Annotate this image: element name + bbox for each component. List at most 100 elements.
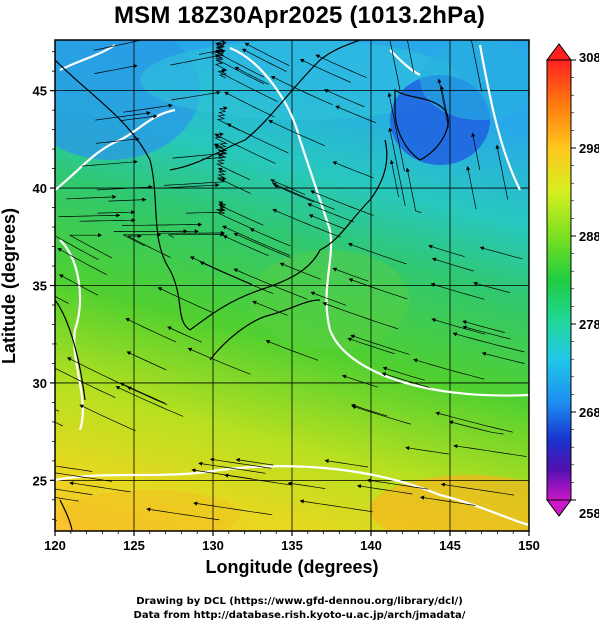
streamline <box>462 320 505 333</box>
streamline <box>272 182 335 210</box>
streamline <box>469 40 483 92</box>
colorbar-tick-label: 298 <box>579 141 599 156</box>
x-tick-label: 130 <box>202 538 224 553</box>
streamline <box>382 366 425 381</box>
streamline <box>452 332 525 353</box>
streamline <box>55 295 69 304</box>
y-tick-label: 40 <box>33 181 47 196</box>
streamline <box>473 281 510 293</box>
streamline <box>58 213 121 218</box>
colorbar-top-arrow <box>546 43 572 61</box>
streamline <box>388 127 406 206</box>
streamline <box>95 111 151 121</box>
streamline <box>431 257 475 272</box>
streamline <box>119 382 166 404</box>
streamline <box>134 40 143 42</box>
streamline <box>268 120 326 147</box>
streamline <box>252 300 288 316</box>
streamline <box>201 144 228 160</box>
streamline <box>249 228 291 247</box>
streamline <box>123 103 173 113</box>
streamline <box>108 197 147 202</box>
streamline <box>273 184 315 203</box>
streamline <box>356 484 413 495</box>
streamline <box>171 90 221 101</box>
streamline <box>389 159 399 198</box>
streamline <box>413 358 485 380</box>
streamline <box>168 232 225 238</box>
streamline <box>96 185 153 191</box>
streamline <box>68 233 113 259</box>
streamline <box>69 481 131 493</box>
streamline <box>55 342 57 345</box>
x-axis-ticks: 120 125 130 135 140 145 150 <box>44 531 540 553</box>
streamline <box>214 132 276 164</box>
streamline <box>387 92 405 172</box>
streamline <box>235 457 274 466</box>
streamline <box>270 75 333 106</box>
streamline <box>233 268 308 300</box>
x-tick-label: 150 <box>518 538 540 553</box>
streamline <box>241 48 287 72</box>
streamline <box>187 347 251 375</box>
streamline <box>323 89 365 108</box>
streamline <box>119 114 158 122</box>
streamline <box>406 40 415 73</box>
y-tick-label: 35 <box>33 279 47 294</box>
streamline <box>347 337 395 355</box>
streamline <box>218 204 252 229</box>
streamline <box>115 386 184 417</box>
streamline <box>55 519 57 521</box>
streamline <box>431 318 486 335</box>
streamline <box>350 334 410 355</box>
streamline <box>66 194 117 200</box>
streamline <box>308 214 345 230</box>
streamline <box>387 40 401 91</box>
streamline <box>332 161 374 179</box>
streamline <box>163 183 220 189</box>
y-tick-label: 30 <box>33 376 47 391</box>
streamline <box>222 225 291 256</box>
streamline <box>97 210 136 215</box>
streamline <box>164 176 227 186</box>
streamline <box>299 499 373 513</box>
streamline <box>435 411 513 433</box>
colorbar-tick-label: 288 <box>579 229 599 244</box>
streamline <box>366 478 429 490</box>
streamline <box>127 233 171 258</box>
streamline <box>405 446 449 455</box>
streamline <box>310 291 347 306</box>
streamline <box>299 58 351 83</box>
colorbar-tick-label: 278 <box>579 317 599 332</box>
streamline <box>272 208 341 238</box>
streamline <box>222 235 269 257</box>
streamline <box>81 159 138 167</box>
streamline <box>199 261 274 294</box>
coastlines <box>55 40 449 531</box>
streamline <box>198 461 266 474</box>
graticule <box>55 40 529 531</box>
streamline <box>185 207 225 214</box>
x-tick-label: 120 <box>44 538 66 553</box>
streamline <box>123 232 162 247</box>
streamline <box>224 91 275 118</box>
streamline <box>315 54 367 78</box>
y-axis-ticks: 25 30 35 40 45 <box>33 51 55 520</box>
streamline <box>453 444 527 457</box>
streamline <box>332 267 369 282</box>
streamline <box>79 404 136 432</box>
streamline <box>381 372 430 388</box>
colorbar-ramp <box>546 59 572 501</box>
streamline <box>350 403 388 417</box>
x-axis-label: Longitude (degrees) <box>205 557 379 577</box>
streamline <box>234 66 269 85</box>
streamline <box>55 497 79 502</box>
colorbar: 308 298 288 278 268 258 <box>546 43 599 521</box>
streamline <box>57 247 107 276</box>
streamline <box>405 167 422 214</box>
streamline <box>93 40 155 51</box>
streamline <box>471 132 481 170</box>
streamline <box>157 287 215 314</box>
streamline <box>55 472 113 482</box>
